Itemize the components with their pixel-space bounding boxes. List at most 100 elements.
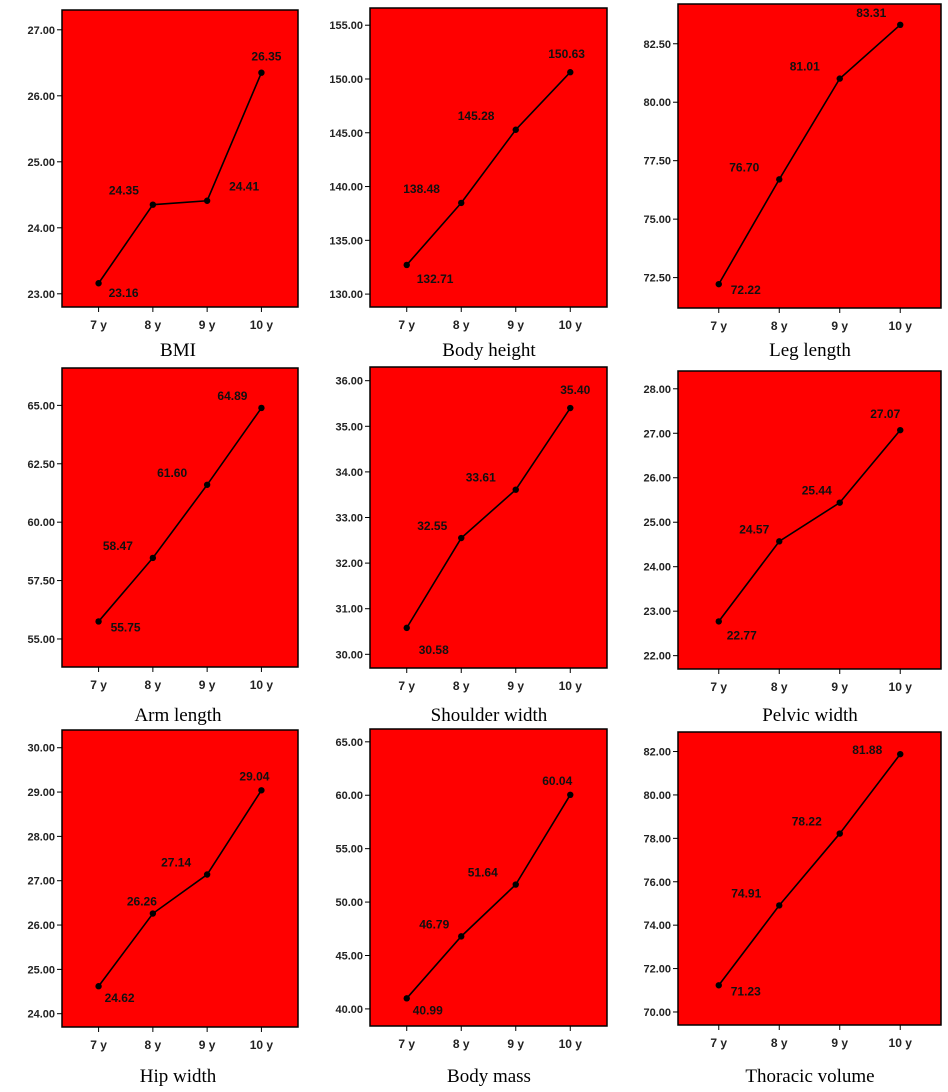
data-label: 138.48	[403, 182, 440, 196]
data-point	[897, 21, 904, 29]
x-tick-label: 10 y	[250, 678, 274, 692]
data-point	[512, 881, 519, 888]
data-label: 32.55	[417, 519, 447, 533]
data-point	[776, 902, 783, 909]
plot-area	[369, 728, 608, 1027]
x-tick-label: 7 y	[710, 680, 727, 694]
data-point	[458, 933, 465, 940]
data-point	[897, 750, 904, 758]
x-tick-label: 8 y	[145, 1038, 162, 1052]
chart-hip-width: 24.00 25.00 26.00 27.00 28.00 29.00 30.00 7 y 8 …	[27, 729, 299, 1087]
x-tick-label: 10 y	[559, 679, 583, 693]
x-tick-label: 9 y	[831, 319, 848, 333]
y-tick-label: 27.00	[27, 876, 55, 888]
data-point	[203, 871, 211, 878]
y-tick-label: 32.00	[335, 558, 363, 570]
data-point	[149, 201, 157, 208]
y-tick-label: 74.00	[643, 920, 671, 932]
y-tick-label: 70.00	[643, 1007, 671, 1019]
data-point	[95, 983, 102, 990]
x-tick-label: 9 y	[507, 679, 524, 693]
y-tick-label: 28.00	[27, 831, 55, 843]
data-label: 24.35	[109, 184, 139, 198]
data-label: 72.22	[731, 283, 761, 297]
x-tick-label: 8 y	[771, 680, 788, 694]
x-tick-label: 7 y	[90, 678, 107, 692]
series-line	[97, 72, 263, 284]
data-label: 27.14	[161, 856, 191, 870]
data-label: 24.41	[229, 180, 259, 194]
y-tick-label: 26.00	[643, 473, 671, 485]
data-label: 35.40	[560, 383, 590, 397]
y-tick-label: 72.00	[643, 964, 671, 976]
data-label: 83.31	[856, 6, 886, 20]
y-tick-label: 40.00	[335, 1004, 363, 1016]
chart-body-height: 130.00 135.00 140.00 145.00 150.00 155.00 7 y 8…	[329, 7, 608, 361]
chart-bmi: 23.00 24.00 25.00 26.00 27.00 7 y 8 y 9 y 10 y 23…	[27, 9, 299, 361]
x-tick-label: 8 y	[453, 318, 470, 332]
y-tick-label: 60.00	[27, 517, 55, 529]
chart-caption: Shoulder width	[431, 705, 548, 726]
y-tick-label: 36.00	[335, 376, 363, 388]
series-line	[718, 429, 901, 622]
data-label: 71.23	[731, 984, 761, 998]
y-tick-label: 28.00	[643, 384, 671, 396]
data-point	[458, 534, 465, 542]
x-tick-label: 9 y	[199, 678, 216, 692]
y-tick-label: 25.00	[27, 964, 55, 976]
y-tick-label: 135.00	[329, 235, 363, 247]
y-tick-label: 50.00	[335, 897, 363, 909]
data-point	[149, 910, 157, 917]
y-tick-label: 80.00	[643, 790, 671, 802]
series-line	[718, 753, 901, 986]
data-label: 40.99	[413, 1003, 443, 1017]
series-line	[406, 71, 571, 266]
data-point	[258, 787, 265, 794]
data-label: 23.16	[109, 286, 139, 300]
plot-area	[369, 7, 608, 308]
data-label: 24.57	[739, 522, 769, 536]
chart-caption: Thoracic volume	[745, 1066, 874, 1087]
data-label: 76.70	[729, 160, 759, 174]
x-tick-label: 8 y	[145, 318, 162, 332]
data-point	[403, 261, 410, 269]
y-tick-label: 23.00	[643, 606, 671, 618]
x-tick-label: 9 y	[507, 318, 524, 332]
y-tick-label: 145.00	[329, 128, 363, 140]
y-tick-label: 35.00	[335, 421, 363, 433]
y-tick-label: 76.00	[643, 877, 671, 889]
chart-pelvic-width: 22.00 23.00 24.00 25.00 26.00 27.00 28.00 7 y 8 …	[643, 370, 942, 726]
y-tick-label: 31.00	[335, 604, 363, 616]
data-label: 24.62	[105, 991, 135, 1005]
x-tick-label: 10 y	[250, 318, 274, 332]
y-tick-label: 30.00	[27, 743, 55, 755]
data-point	[95, 280, 102, 287]
data-label: 26.35	[251, 50, 281, 64]
y-tick-label: 55.00	[27, 634, 55, 646]
data-label: 51.64	[468, 866, 498, 880]
data-point	[776, 538, 783, 545]
chart-caption: Body height	[442, 340, 536, 361]
data-point	[258, 69, 265, 76]
y-tick-label: 23.00	[27, 289, 55, 301]
y-tick-label: 78.00	[643, 833, 671, 845]
data-point	[715, 280, 722, 288]
data-label: 60.04	[542, 774, 572, 788]
y-tick-label: 24.00	[643, 562, 671, 574]
data-label: 64.89	[217, 389, 247, 403]
x-tick-label: 10 y	[889, 319, 913, 333]
y-tick-label: 130.00	[329, 289, 363, 301]
data-label: 25.44	[802, 484, 832, 498]
chart-caption: Arm length	[134, 705, 222, 726]
x-tick-label: 10 y	[559, 318, 583, 332]
data-point	[567, 69, 574, 76]
data-point	[95, 618, 102, 625]
data-point	[836, 499, 843, 506]
data-label: 29.04	[239, 769, 269, 783]
plot-area	[677, 731, 942, 1026]
data-label: 55.75	[111, 620, 141, 634]
x-tick-label: 9 y	[199, 318, 216, 332]
data-point	[836, 830, 843, 837]
y-tick-label: 60.00	[335, 790, 363, 802]
